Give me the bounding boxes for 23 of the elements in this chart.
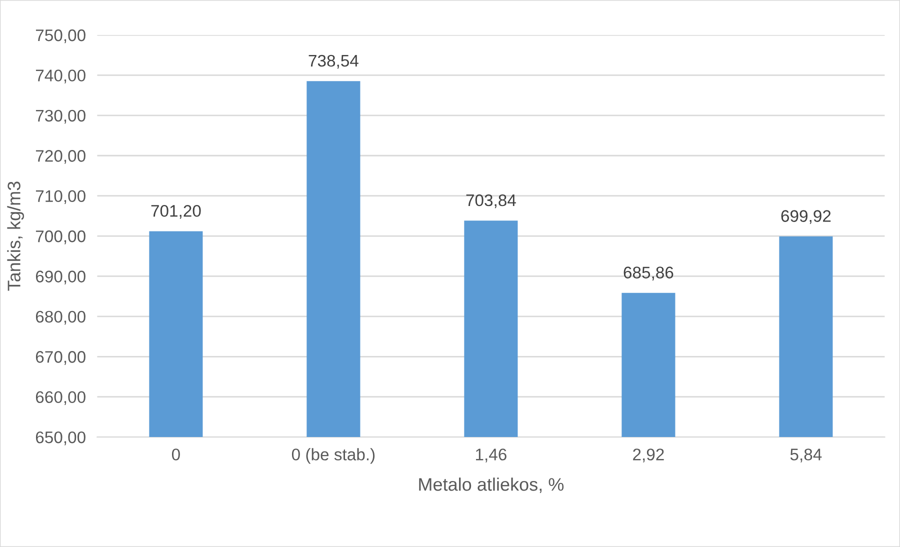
x-tick-label: 2,92 <box>633 448 664 462</box>
data-label: 738,54 <box>308 54 358 69</box>
y-tick-label: 750,00 <box>36 29 86 44</box>
y-tick-label: 680,00 <box>36 310 86 325</box>
y-tick-label: 650,00 <box>36 431 86 446</box>
y-tick-label: 740,00 <box>36 70 86 84</box>
y-tick-label: 700,00 <box>36 230 86 244</box>
x-axis-title: Metalo atliekos, % <box>419 478 564 493</box>
data-label: 685,86 <box>624 266 674 280</box>
y-tick-label: 660,00 <box>36 391 86 406</box>
x-tick-label: 1,46 <box>476 448 506 462</box>
y-tick-label: 710,00 <box>36 190 86 204</box>
data-label: 703,84 <box>466 194 516 208</box>
data-label: 699,92 <box>781 210 831 224</box>
y-tick-label: 670,00 <box>36 351 86 365</box>
data-label: 701,20 <box>151 205 201 219</box>
y-tick-label: 720,00 <box>36 150 86 164</box>
x-tick-label: 0 (be stab.) <box>292 448 375 464</box>
y-axis-title: Tankis, kg/m3 <box>7 182 24 291</box>
x-tick-label: 5,84 <box>790 448 822 462</box>
y-tick-label: 730,00 <box>36 110 86 124</box>
y-tick-label: 690,00 <box>36 270 86 284</box>
x-tick-label: 0 <box>172 448 180 460</box>
